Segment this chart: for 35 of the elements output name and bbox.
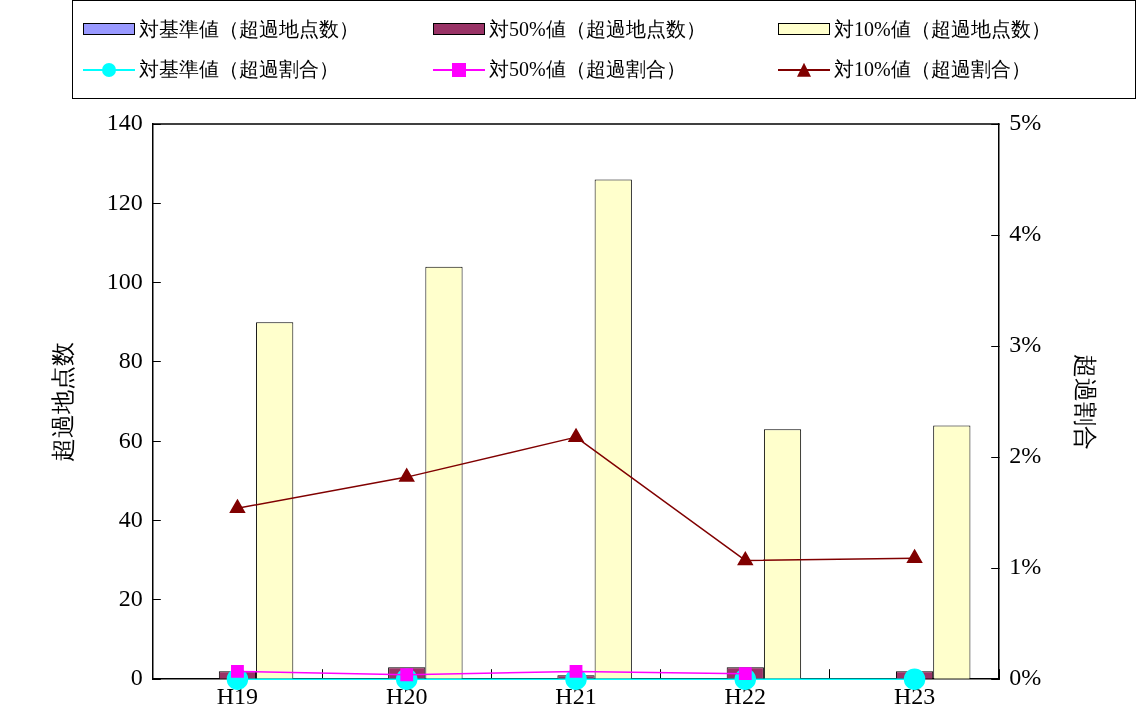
y-tick-label: 40 <box>118 505 143 532</box>
point <box>906 549 923 563</box>
legend-label: 対50%値（超過割合） <box>489 57 686 83</box>
legend-label: 対10%値（超過地点数） <box>834 16 1051 42</box>
y2-axis-title: 超過割合 <box>1072 353 1099 450</box>
point <box>903 668 926 690</box>
y2-tick-label: 5% <box>1009 109 1042 136</box>
y-tick-label: 120 <box>106 188 143 215</box>
legend-label: 対10%値（超過割合） <box>834 57 1031 83</box>
y2-tick-label: 2% <box>1009 442 1042 469</box>
point <box>569 665 583 678</box>
x-tick-label: H20 <box>386 682 428 709</box>
y-tick-label: 140 <box>106 109 143 136</box>
point <box>399 468 415 482</box>
y-axis-title: 超過地点数 <box>49 341 76 462</box>
point <box>568 428 584 442</box>
y2-tick-label: 4% <box>1009 220 1042 247</box>
legend-label: 対基準値（超過地点数） <box>139 16 359 42</box>
x-tick-label: H22 <box>724 682 766 709</box>
legend-label: 対50%値（超過地点数） <box>489 16 706 42</box>
y-tick-label: 0 <box>130 664 143 691</box>
y2-tick-label: 0% <box>1009 664 1042 691</box>
point <box>231 665 244 678</box>
x-tick-label: H19 <box>216 682 259 709</box>
point <box>737 551 753 566</box>
y2-tick-label: 1% <box>1009 553 1042 580</box>
x-tick-label: H21 <box>555 682 597 709</box>
y-tick-label: 80 <box>118 347 143 374</box>
legend-label: 対基準値（超過割合） <box>139 57 339 83</box>
x-tick-label: H23 <box>893 682 936 709</box>
y-tick-label: 60 <box>118 426 143 453</box>
y-tick-label: 20 <box>118 585 143 612</box>
y-tick-label: 100 <box>106 267 143 294</box>
point <box>229 499 246 513</box>
y2-tick-label: 3% <box>1009 331 1042 358</box>
